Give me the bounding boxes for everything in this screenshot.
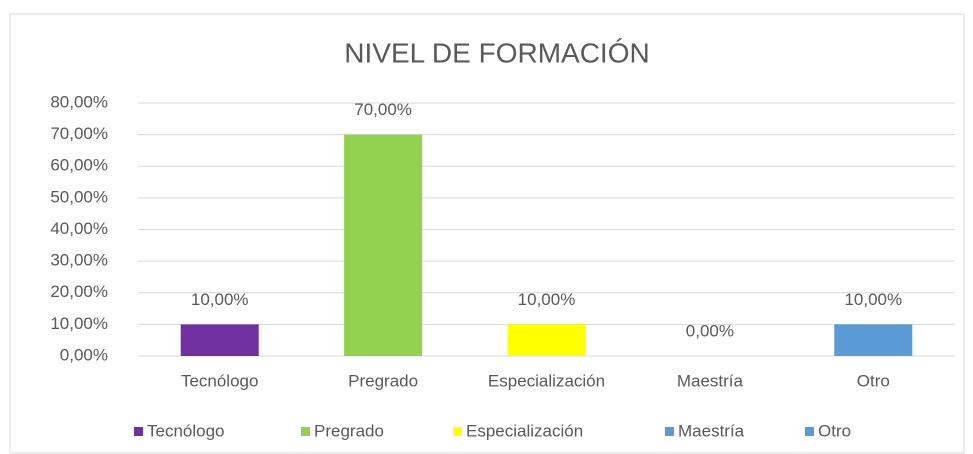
bar [834, 324, 913, 356]
legend-label: Otro [818, 421, 851, 440]
x-tick-label: Otro [857, 371, 890, 390]
legend-label: Pregrado [314, 421, 384, 440]
y-tick-label: 80,00% [50, 92, 108, 111]
data-label: 10,00% [518, 290, 576, 309]
x-tick-label: Pregrado [348, 371, 418, 390]
y-tick-label: 70,00% [50, 124, 108, 143]
legend-marker [134, 427, 143, 436]
y-tick-label: 0,00% [60, 345, 108, 364]
x-tick-label: Maestría [677, 371, 744, 390]
legend-marker [453, 427, 462, 436]
x-tick-label: Especialización [488, 371, 605, 390]
x-tick-label: Tecnólogo [181, 371, 259, 390]
legend-label: Tecnólogo [147, 421, 225, 440]
legend-marker [301, 427, 310, 436]
legend-marker [805, 427, 814, 436]
legend-marker [665, 427, 674, 436]
y-tick-label: 40,00% [50, 219, 108, 238]
y-tick-label: 20,00% [50, 282, 108, 301]
bar [180, 324, 259, 356]
y-tick-label: 10,00% [50, 314, 108, 333]
data-label: 10,00% [844, 290, 902, 309]
chart-title: NIVEL DE FORMACIÓN [344, 37, 649, 68]
y-tick-label: 30,00% [50, 251, 108, 270]
data-label: 10,00% [191, 290, 249, 309]
legend-label: Especialización [466, 421, 583, 440]
bar [507, 324, 586, 356]
data-label: 0,00% [686, 321, 734, 340]
y-tick-label: 60,00% [50, 156, 108, 175]
data-label: 70,00% [354, 100, 412, 119]
y-tick-label: 50,00% [50, 187, 108, 206]
chart-frame [9, 13, 965, 454]
legend-label: Maestría [678, 421, 745, 440]
bar [344, 134, 423, 356]
